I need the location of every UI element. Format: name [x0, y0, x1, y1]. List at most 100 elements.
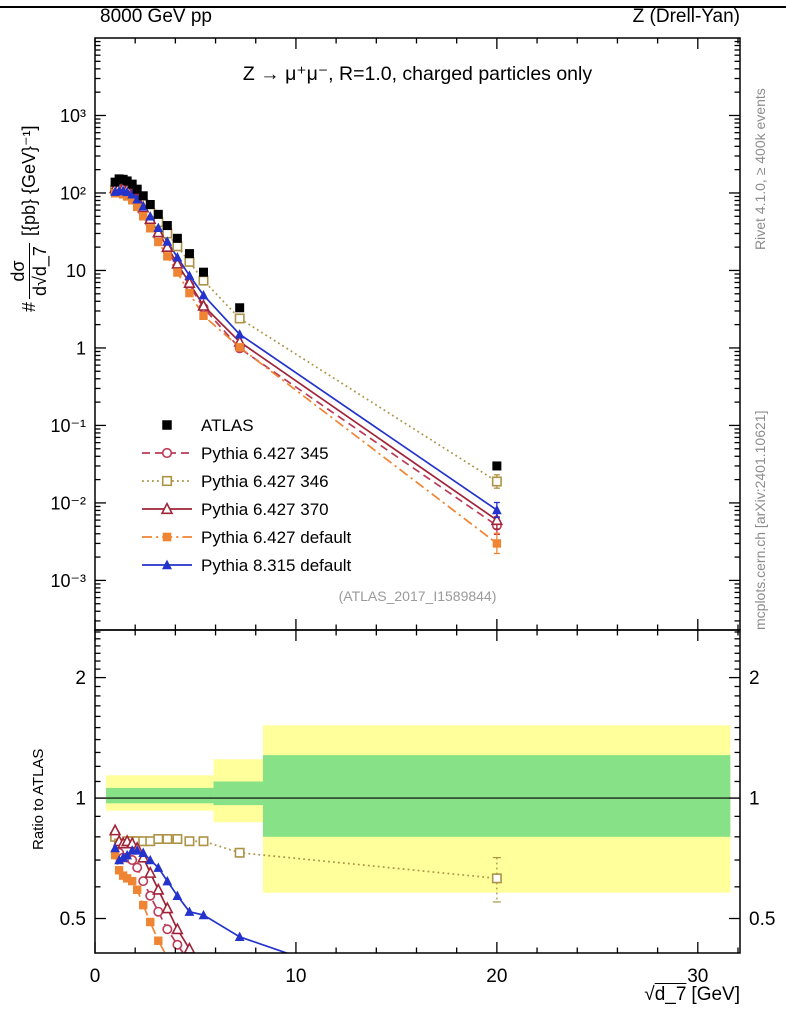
x-tick-label: 10: [285, 966, 306, 987]
ratio-tick-label-left: 1: [75, 789, 86, 810]
marker-triangle-filled: [110, 842, 120, 853]
marker-square-filled: [492, 539, 502, 548]
marker-square-filled: [127, 179, 137, 189]
y-label-prefix: #: [19, 301, 40, 312]
legend: ATLAS Pythia 6.427 345 Pythia 6.427 346 Pyt…: [142, 416, 352, 575]
marker-square-filled: [154, 237, 163, 247]
marker-square-open: [234, 313, 245, 324]
marker-triangle-filled: [145, 854, 156, 865]
marker-triangle-open: [161, 901, 174, 914]
marker-triangle-open: [144, 865, 157, 878]
green-band-0: [106, 787, 214, 804]
axis-ticks: [94, 38, 740, 953]
marker-triangle-filled: [138, 847, 149, 857]
marker-square-filled: [154, 936, 163, 945]
series-markers-atlas: [110, 174, 502, 471]
marker-square-filled: [145, 199, 155, 209]
marker-square-open: [172, 241, 183, 252]
marker-square-open: [491, 476, 502, 487]
legend-label: Pythia 6.427 default: [201, 528, 352, 547]
x-label-sqrt: √: [644, 984, 655, 1005]
marker-triangle-open: [137, 850, 150, 863]
marker-triangle-open: [161, 240, 174, 252]
series-line-pythia-6-427-346: [114, 186, 498, 483]
marker-circle-open: [138, 876, 149, 887]
legend-label: Pythia 6.427 370: [201, 500, 329, 519]
marker-square-open: [184, 836, 195, 847]
marker-square-open: [198, 836, 209, 847]
marker-triangle-open: [171, 922, 184, 935]
marker-triangle-filled: [153, 222, 164, 233]
marker-square-filled: [138, 191, 148, 201]
marker-square-filled: [162, 532, 172, 542]
marker-square-filled: [122, 874, 132, 883]
ratio-series: [108, 823, 502, 953]
marker-square-filled: [199, 311, 208, 320]
marker-triangle-open: [183, 941, 196, 953]
marker-triangle-filled: [491, 504, 502, 515]
process-label: Z (Drell-Yan): [632, 6, 740, 27]
legend-entry-pythia-8-315-default: Pythia 8.315 default: [142, 556, 352, 575]
ratio-markers-pythia-6-427-345: [110, 831, 183, 950]
legend-entry-pythia-6-427-346: Pythia 6.427 346: [142, 472, 329, 491]
marker-square-open: [234, 847, 245, 858]
marker-square-filled: [162, 420, 172, 430]
marker-triangle-filled: [122, 849, 133, 860]
marker-triangle-filled: [114, 854, 124, 865]
marker-square-filled: [110, 850, 120, 860]
marker-triangle-filled: [127, 189, 138, 199]
marker-square-filled: [199, 267, 209, 277]
ratio-uncertainty-bands: [106, 725, 731, 893]
y-label-units: [{pb} {GeV}⁻¹]: [19, 125, 40, 237]
plot-title: Z → μ⁺μ⁻, R=1.0, charged particles only: [242, 63, 593, 85]
marker-square-filled: [114, 866, 124, 875]
legend-entry-pythia-6-427-default: Pythia 6.427 default: [142, 528, 352, 547]
marker-triangle-filled: [172, 252, 183, 262]
marker-triangle-filled: [153, 862, 164, 872]
marker-square-filled: [172, 233, 182, 243]
green-band-2: [262, 755, 731, 837]
marker-square-filled: [173, 268, 182, 277]
marker-square-filled: [127, 876, 137, 886]
marker-square-open: [153, 834, 164, 845]
marker-square-filled: [163, 252, 172, 261]
marker-triangle-filled: [145, 211, 156, 221]
marker-circle-open: [153, 906, 164, 917]
ratio-tick-label-right: 1: [749, 789, 760, 810]
marker-triangle-filled: [162, 875, 173, 886]
y-label-denominator: d√d_7: [28, 243, 52, 299]
marker-square-filled: [162, 221, 172, 231]
ratio-frame: [94, 629, 741, 954]
marker-triangle-filled: [184, 270, 195, 280]
marker-square-filled: [235, 303, 245, 313]
marker-square-open: [172, 834, 183, 845]
y-main-tick-label: 10⁻²: [50, 493, 86, 513]
marker-triangle-open: [160, 501, 174, 515]
x-axis-label: √d_7 [GeV]: [560, 984, 740, 1006]
marker-square-filled: [132, 202, 142, 212]
mcplots-credit-note: mcplots.cern.ch [arXiv:2401.10621]: [752, 410, 768, 630]
marker-square-filled: [235, 343, 244, 352]
marker-triangle-filled: [132, 194, 143, 204]
marker-triangle-filled: [162, 236, 173, 246]
marker-square-filled: [122, 176, 132, 186]
y-main-tick-label: 10⁻³: [50, 571, 86, 591]
marker-triangle-filled: [162, 559, 172, 570]
x-tick-label: 30: [687, 966, 708, 987]
y-axis-label-ratio: Ratio to ATLAS: [30, 748, 47, 850]
y-main-tick-label: 10²: [60, 183, 86, 203]
x-label-radicand: d_7: [654, 984, 687, 1005]
marker-square-filled: [132, 184, 142, 194]
green-band-1: [213, 781, 263, 806]
ratio-markers-pythia-6-427-default: [110, 850, 163, 945]
marker-triangle-filled: [132, 845, 143, 855]
marker-circle-open: [145, 890, 156, 901]
marker-triangle-filled: [118, 852, 129, 862]
marker-square-open: [198, 275, 209, 286]
marker-triangle-open: [152, 882, 165, 895]
marker-square-filled: [146, 224, 155, 233]
legend-entry-atlas: ATLAS: [162, 416, 254, 435]
y-label-fraction: dσ d√d_7: [8, 243, 52, 299]
ratio-markers-pythia-6-427-370: [108, 823, 196, 953]
